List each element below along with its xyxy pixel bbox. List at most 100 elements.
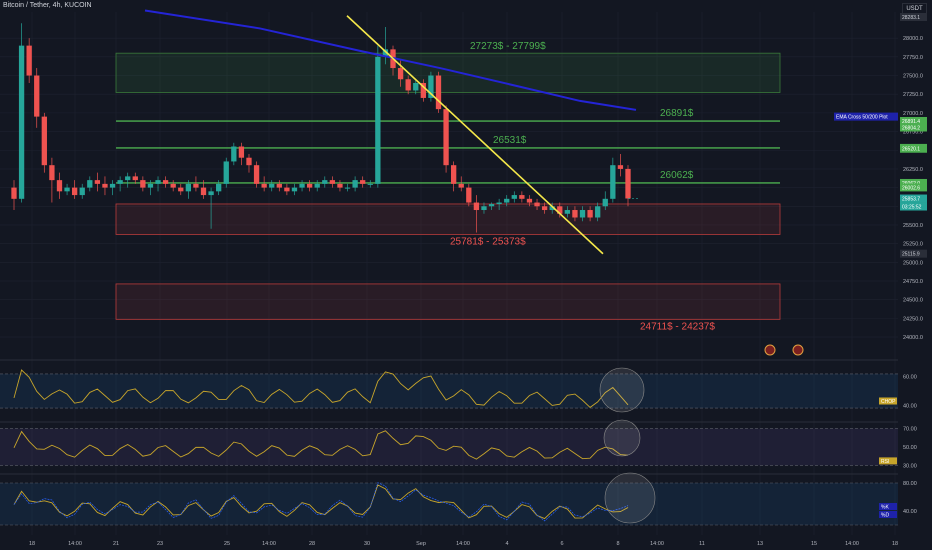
- candle-body: [322, 180, 328, 184]
- candle-body: [253, 165, 260, 184]
- price-zones: 27273$ - 27799$ 25781$ - 25373$ 24711$ - 2…: [115, 41, 781, 332]
- price-tick-label: 24750.0: [903, 279, 923, 285]
- candle-body: [71, 187, 78, 196]
- candle-body: [41, 116, 47, 166]
- time-tick-label: 30: [364, 541, 370, 547]
- candle-body: [504, 198, 510, 203]
- currency-button[interactable]: USDT: [902, 3, 927, 15]
- symbol-title[interactable]: Bitcoin / Tether, 4h, KUCOIN: [3, 2, 92, 9]
- level-label: 26531$: [493, 135, 527, 146]
- indicator-name-label: %D: [881, 513, 889, 519]
- candle-body: [405, 79, 411, 91]
- time-tick-label: 14:00: [650, 541, 664, 547]
- candle-body: [352, 180, 358, 188]
- candle-body: [291, 187, 298, 192]
- price-tag: [900, 249, 927, 258]
- trendline[interactable]: [346, 15, 604, 255]
- ema-line: [144, 9, 637, 111]
- time-tick-label: 8: [616, 541, 619, 547]
- oscillator-line: [13, 369, 629, 408]
- candle-body: [147, 183, 154, 188]
- candle-body: [587, 210, 593, 218]
- time-tick-label: 15: [811, 541, 817, 547]
- candle-body: [261, 183, 267, 188]
- zone-label: 24711$ - 24237$: [640, 321, 715, 332]
- candle-body: [155, 180, 161, 184]
- candle-body: [269, 183, 275, 188]
- candle-body: [117, 180, 123, 184]
- candle-body: [451, 165, 457, 184]
- indicator-name-tag: [879, 457, 897, 465]
- zone-label: 27273$ - 27799$: [470, 41, 546, 52]
- indicator-band: [0, 373, 898, 409]
- highlight-circle: [604, 472, 656, 524]
- price-tag: [900, 144, 927, 153]
- price-tag: [900, 183, 927, 192]
- candle-body: [481, 206, 487, 211]
- candle-body: [610, 165, 616, 199]
- indicator-tick: 40.00: [903, 509, 917, 515]
- candle-body: [64, 187, 70, 192]
- time-tick-label: 14:00: [68, 541, 82, 547]
- price-tick-label: 24250.0: [903, 316, 923, 322]
- price-tag-label: 25853.7: [902, 197, 920, 203]
- time-axis[interactable]: 18 14:00 21 23 25 14:00 28 30 Sep 14:00 4 6 8 14:00 11…: [29, 541, 898, 547]
- candle-body: [284, 187, 290, 192]
- price-tick-label: 25250.0: [903, 242, 923, 248]
- level-label: 26062$: [660, 170, 694, 181]
- alert-icons[interactable]: [764, 344, 804, 356]
- candle-body: [18, 45, 25, 199]
- candle-body: [549, 206, 555, 211]
- candle-body: [488, 204, 495, 207]
- candle-body: [178, 187, 184, 192]
- candle-body: [329, 180, 336, 184]
- candle-body: [306, 183, 313, 188]
- ema-tag: [834, 112, 898, 121]
- candle-body: [534, 202, 540, 207]
- candle-body: [49, 165, 55, 181]
- candle-body: [625, 168, 631, 199]
- indicator-tick: 40.00: [903, 404, 917, 410]
- candle-body: [519, 195, 525, 199]
- time-tick-label: 11: [699, 541, 705, 547]
- candle-body: [435, 75, 442, 110]
- zone-box: [115, 52, 781, 93]
- descending-trendline: [346, 15, 604, 255]
- time-tick-label: 23: [157, 541, 163, 547]
- candle-body: [564, 210, 571, 214]
- time-tick-label: 18: [29, 541, 35, 547]
- time-tick-label: 14:00: [262, 541, 276, 547]
- price-axis[interactable]: 28000.0 27750.0 27500.0 27250.0 27000.0 26750…: [834, 12, 927, 341]
- alert-icon: [792, 344, 804, 356]
- zone-box: [115, 283, 781, 320]
- indicator-name-tag: [879, 503, 897, 510]
- candle-body: [511, 195, 517, 199]
- candle-body: [413, 82, 419, 91]
- candle-body: [246, 157, 252, 166]
- price-tag: [900, 194, 927, 203]
- candle-body: [11, 187, 17, 199]
- indicator-name-label: RSI: [881, 459, 889, 465]
- price-tag-label: 26804.2: [902, 126, 920, 132]
- time-tick-label: 28: [309, 541, 315, 547]
- price-tick-label: 27250.0: [903, 92, 923, 98]
- candle-body: [238, 146, 245, 158]
- candle-body: [276, 183, 282, 188]
- candle-body: [579, 210, 586, 218]
- candle-body: [109, 183, 116, 188]
- candle-body: [344, 187, 351, 189]
- candle-body: [102, 183, 108, 188]
- candle-body: [200, 187, 207, 196]
- time-tick-label: 14:00: [456, 541, 470, 547]
- candle-body: [526, 198, 533, 203]
- candle-body: [208, 191, 214, 196]
- indicator-panes[interactable]: 60.00 40.00 CHOP 70.00 50.00 30.00 RSI 80.00 40.…: [0, 359, 917, 526]
- candle-body: [541, 206, 548, 211]
- time-tick-label: 4: [505, 541, 508, 547]
- time-tick-label: 6: [560, 541, 563, 547]
- price-tag-label: 25115.9: [902, 252, 920, 258]
- indicator-name-tag: [879, 397, 897, 405]
- candle-body: [458, 183, 464, 188]
